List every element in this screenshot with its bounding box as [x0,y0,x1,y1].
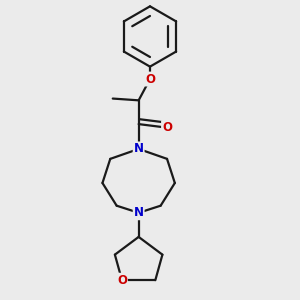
Text: O: O [162,121,172,134]
Text: N: N [134,206,144,219]
Text: O: O [117,274,127,287]
Text: O: O [145,73,155,85]
Text: N: N [134,142,144,155]
